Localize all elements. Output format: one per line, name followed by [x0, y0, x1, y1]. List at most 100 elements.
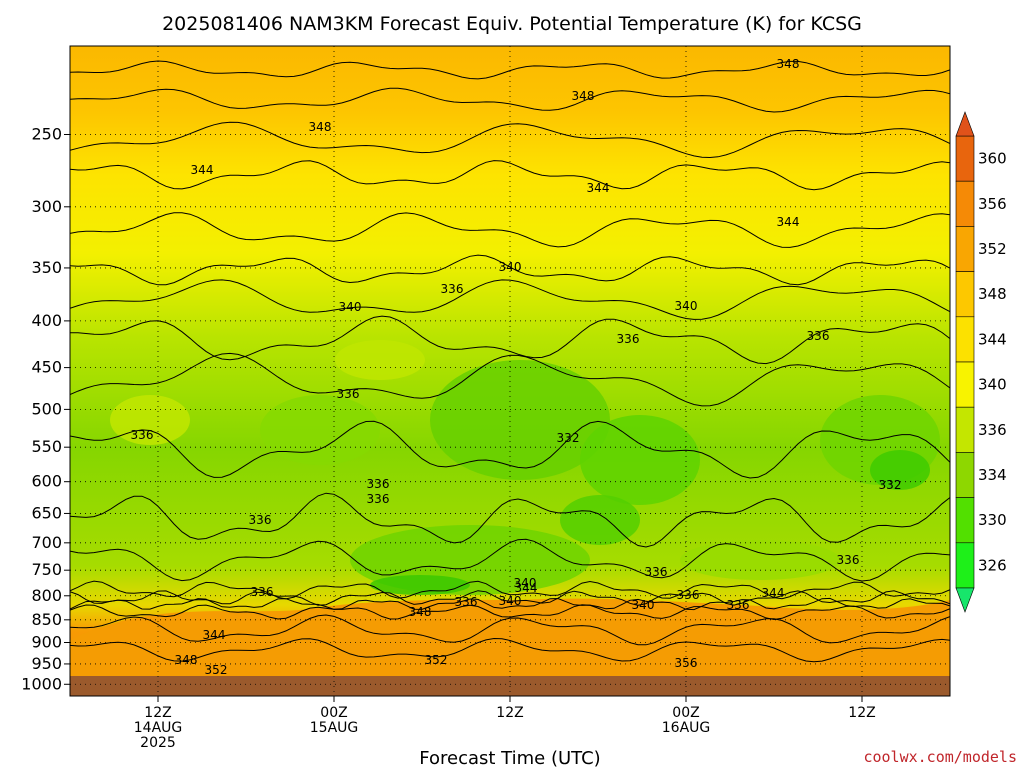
colorbar-label: 344 [978, 330, 1007, 348]
x-tick-label: 15AUG [310, 720, 359, 736]
field-region [870, 450, 930, 490]
y-tick-label: 850 [31, 610, 62, 629]
colorbar-label: 326 [978, 556, 1007, 574]
contour-label: 340 [339, 300, 362, 314]
colorbar-label: 334 [978, 466, 1007, 484]
contour-line [70, 492, 950, 548]
colorbar-swatch [955, 135, 975, 182]
contour-label: 348 [309, 120, 332, 134]
colorbar-swatch [955, 226, 975, 272]
x-tick-label: 12Z [848, 705, 875, 721]
contour-label: 356 [675, 656, 698, 670]
contour-label: 336 [677, 588, 700, 602]
contour-line [70, 254, 950, 286]
colorbar-label: 352 [978, 240, 1007, 258]
x-tick-label: 14AUG [134, 720, 183, 736]
contour-label: 336 [337, 387, 360, 401]
field-region [680, 540, 840, 580]
contour-label: 336 [807, 329, 830, 343]
contour-label: 348 [572, 89, 595, 103]
colorbar-label: 360 [978, 150, 1007, 168]
contour-label: 344 [587, 181, 610, 195]
y-tick-label: 450 [31, 358, 62, 377]
colorbar-label: 336 [978, 421, 1007, 439]
plot-field [70, 46, 950, 696]
contour-label: 340 [499, 594, 522, 608]
x-tick-label: 16AUG [662, 720, 711, 736]
colorbar-bottom-arrow [955, 587, 975, 613]
colorbar-swatch [955, 271, 975, 318]
colorbar-label: 348 [978, 285, 1007, 303]
x-axis-label: Forecast Time (UTC) [419, 748, 600, 768]
y-tick-label: 600 [31, 472, 62, 491]
y-tick-label: 750 [31, 560, 62, 579]
contour-line [70, 614, 950, 646]
contour-label: 340 [499, 260, 522, 274]
x-tick-label: 00Z [320, 705, 347, 721]
contour-label: 344 [515, 581, 538, 595]
contour-label: 340 [675, 299, 698, 313]
contour-label: 336 [367, 477, 390, 491]
y-tick-label: 950 [31, 654, 62, 673]
y-tick-label: 350 [31, 258, 62, 277]
colorbar-swatch [955, 497, 975, 544]
y-tick-label: 800 [31, 586, 62, 605]
contour-label: 332 [557, 431, 580, 445]
contour-label: 348 [175, 653, 198, 667]
contour-line [70, 352, 950, 407]
field-region [430, 360, 610, 480]
y-tick-label: 700 [31, 533, 62, 552]
y-tick-label: 1000 [21, 674, 62, 693]
colorbar-label: 330 [978, 511, 1007, 529]
credit-text: coolwx.com/models [863, 748, 1017, 766]
contour-label: 348 [777, 57, 800, 71]
y-axis-ticks: 250 300 350 400 450 500 550 600 650 700 750 800 850 9… [21, 124, 70, 693]
contour-line [70, 580, 950, 600]
y-tick-label: 300 [31, 197, 62, 216]
colorbar-swatch [955, 180, 975, 227]
field-region [370, 575, 470, 595]
colorbar-swatch [955, 406, 975, 453]
y-tick-label: 400 [31, 311, 62, 330]
contour-label: 344 [191, 163, 214, 177]
colorbar-label: 356 [978, 195, 1007, 213]
x-tick-label: 12Z [496, 705, 523, 721]
contour-label: 348 [409, 605, 432, 619]
contour-label: 344 [777, 215, 800, 229]
contour-label: 340 [632, 598, 655, 612]
field-region [335, 340, 425, 380]
grid-lines [70, 46, 950, 696]
contour-label: 336 [441, 282, 464, 296]
contour-label: 336 [249, 513, 272, 527]
colorbar-label: 340 [978, 376, 1007, 394]
contour-label: 336 [251, 585, 274, 599]
colorbar-swatch [955, 316, 975, 363]
contour-label: 336 [645, 565, 668, 579]
colorbar-swatch [955, 361, 975, 408]
y-tick-label: 900 [31, 632, 62, 651]
contour-label: 352 [205, 663, 228, 677]
contour-label: 336 [617, 332, 640, 346]
colorbar-swatch [955, 452, 975, 498]
contour-line [70, 604, 950, 621]
chart-title: 2025081406 NAM3KM Forecast Equiv. Potent… [162, 13, 862, 35]
x-tick-label: 12Z [144, 705, 171, 721]
contour-line [70, 279, 950, 320]
x-tick-label: 00Z [672, 705, 699, 721]
y-tick-label: 550 [31, 437, 62, 456]
field-region [260, 395, 380, 465]
contour-line [70, 87, 950, 113]
contour-line [70, 60, 950, 80]
contour-label: 344 [762, 586, 785, 600]
contour-label: 352 [425, 653, 448, 667]
contour-label: 336 [837, 553, 860, 567]
contour-label: 336 [455, 595, 478, 609]
colorbar-top-arrow [955, 111, 975, 137]
field-region [580, 415, 700, 505]
y-tick-label: 650 [31, 503, 62, 522]
contour-line [70, 637, 950, 663]
contour-label: 336 [727, 598, 750, 612]
